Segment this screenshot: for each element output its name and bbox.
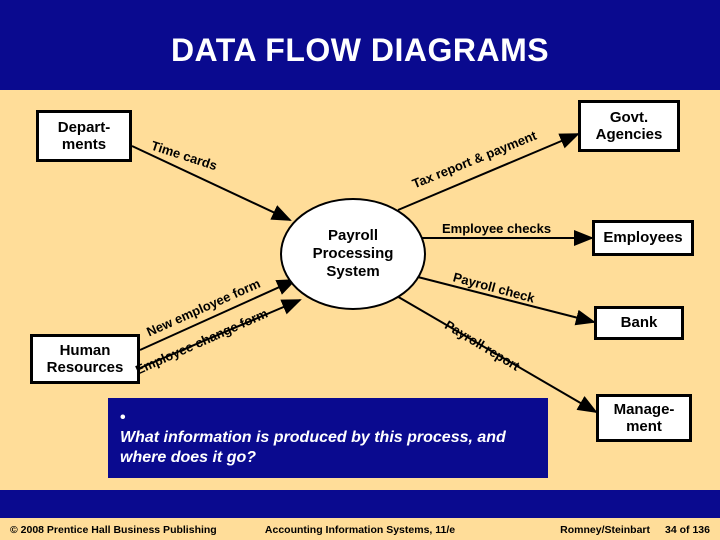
edge-time-cards: Time cards <box>149 138 219 173</box>
edge-tax-report: Tax report & payment <box>410 128 539 192</box>
bullet-marker: • <box>120 408 142 428</box>
page-title: DATA FLOW DIAGRAMS <box>171 32 549 69</box>
footer-page: 34 of 136 <box>665 524 710 536</box>
entity-departments-label: Depart-ments <box>58 119 111 154</box>
footer-copyright: © 2008 Prentice Hall Business Publishing <box>10 524 217 536</box>
entity-human-resources: HumanResources <box>30 334 140 384</box>
entity-bank: Bank <box>594 306 684 340</box>
footer-authors: Romney/Steinbart <box>560 524 650 536</box>
entity-govt-agencies: Govt.Agencies <box>578 100 680 152</box>
entity-management-label: Manage-ment <box>614 401 675 436</box>
entity-employees: Employees <box>592 220 694 256</box>
entity-hr-label: HumanResources <box>47 342 124 377</box>
entity-management: Manage-ment <box>596 394 692 442</box>
edge-payroll-report: Payroll report <box>442 317 522 373</box>
entity-employees-label: Employees <box>603 229 682 246</box>
title-bar: DATA FLOW DIAGRAMS <box>40 22 680 78</box>
entity-departments: Depart-ments <box>36 110 132 162</box>
diagram-area: Depart-ments Govt.Agencies Employees Ban… <box>0 90 720 490</box>
bullet-text: What information is produced by this pro… <box>120 428 506 468</box>
edge-employee-checks: Employee checks <box>442 221 551 236</box>
footer: © 2008 Prentice Hall Business Publishing… <box>0 518 720 540</box>
entity-govt-label: Govt.Agencies <box>596 109 663 144</box>
edge-payroll-check: Payroll check <box>451 269 536 305</box>
process-payroll: PayrollProcessingSystem <box>280 198 426 310</box>
process-label: PayrollProcessingSystem <box>313 227 394 281</box>
footer-book: Accounting Information Systems, 11/e <box>265 524 455 536</box>
bullet-note: • What information is produced by this p… <box>108 398 548 478</box>
entity-bank-label: Bank <box>621 314 658 331</box>
